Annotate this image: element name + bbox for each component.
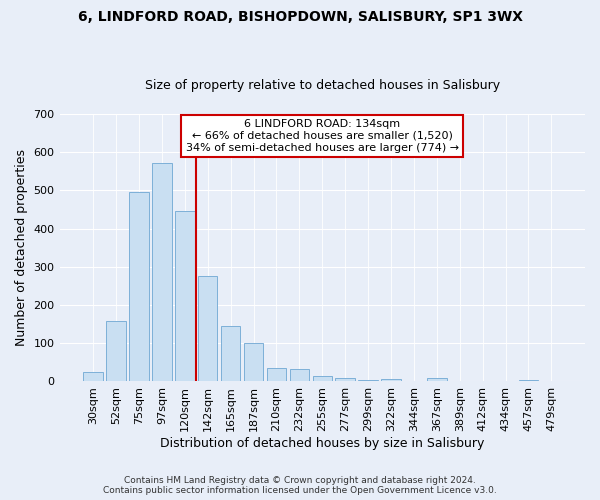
Bar (358, 380, 378, 382)
Bar (313, 376, 332, 382)
Bar (267, 368, 286, 382)
Bar (152, 163, 172, 382)
Text: Contains HM Land Registry data © Crown copyright and database right 2024.
Contai: Contains HM Land Registry data © Crown c… (103, 476, 497, 495)
Bar (335, 378, 355, 382)
Bar (381, 379, 401, 382)
Bar (290, 369, 309, 382)
Title: Size of property relative to detached houses in Salisbury: Size of property relative to detached ho… (145, 79, 500, 92)
Bar (198, 276, 217, 382)
X-axis label: Distribution of detached houses by size in Salisbury: Distribution of detached houses by size … (160, 437, 484, 450)
Y-axis label: Number of detached properties: Number of detached properties (15, 149, 28, 346)
Bar (129, 192, 149, 382)
Bar (175, 210, 194, 382)
Text: 6, LINDFORD ROAD, BISHOPDOWN, SALISBURY, SP1 3WX: 6, LINDFORD ROAD, BISHOPDOWN, SALISBURY,… (77, 10, 523, 24)
Bar (519, 380, 538, 382)
Bar (83, 372, 103, 382)
Bar (106, 322, 126, 382)
Text: 6 LINDFORD ROAD: 134sqm
← 66% of detached houses are smaller (1,520)
34% of semi: 6 LINDFORD ROAD: 134sqm ← 66% of detache… (186, 120, 459, 152)
Bar (221, 326, 241, 382)
Bar (427, 378, 446, 382)
Bar (244, 343, 263, 382)
